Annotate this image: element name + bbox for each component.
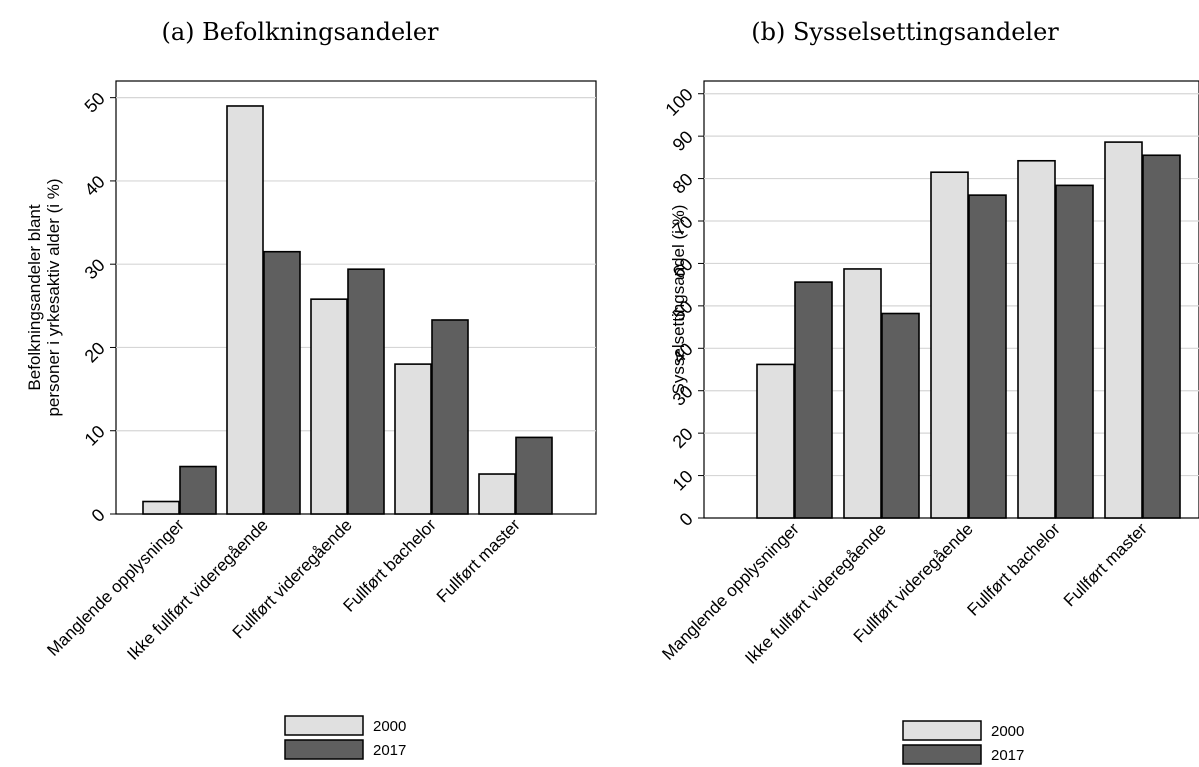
legend-swatch-2017 [902, 744, 982, 765]
y-tick-label: 100 [661, 84, 696, 119]
bar-2017-0 [794, 281, 833, 519]
x-category-label: Fullført bachelor [340, 515, 441, 616]
chart-title-a: (a) Befolkningsandeler [161, 18, 439, 46]
bar-2000-1 [843, 268, 882, 519]
y-axis-label: Sysselsettingsandel (i %) [669, 205, 688, 395]
y-tick-label: 10 [81, 421, 109, 449]
legend-label-2000: 2000 [373, 718, 406, 735]
legend-label-2017: 2017 [991, 747, 1024, 764]
bar-2000-4 [478, 473, 516, 515]
y-tick-label: 90 [669, 127, 697, 155]
legend-label-2017: 2017 [373, 742, 406, 759]
x-category-label: Ikke fullført videregående [741, 519, 889, 667]
y-axis-label: Befolkningsandeler blant [25, 204, 44, 390]
y-tick-label: 10 [669, 466, 697, 494]
x-category-label: Ikke fullført videregående [123, 515, 271, 663]
panel-b: (b) Sysselsettingsandeler 01020304050607… [658, 18, 1199, 765]
bar-2000-3 [394, 363, 432, 515]
bar-2000-2 [310, 298, 348, 515]
y-tick-label: 20 [81, 338, 109, 366]
legend-swatch-2017 [284, 739, 364, 760]
bar-2017-4 [515, 436, 553, 515]
bar-2000-1 [226, 105, 264, 515]
bar-2017-4 [1142, 154, 1181, 519]
bar-2000-3 [1017, 159, 1056, 519]
bar-2017-3 [431, 319, 469, 515]
bar-2017-2 [347, 268, 385, 515]
bar-2017-1 [263, 250, 301, 515]
bar-2017-0 [179, 465, 217, 515]
y-tick-label: 30 [81, 255, 109, 283]
legend-label-2000: 2000 [991, 723, 1024, 740]
bar-2017-2 [968, 194, 1007, 519]
x-category-label: Manglende opplysninger [43, 515, 188, 660]
bar-2000-0 [142, 500, 180, 515]
x-category-label: Fullført bachelor [964, 519, 1065, 620]
bar-2017-3 [1055, 184, 1094, 519]
x-category-label: Manglende opplysninger [658, 519, 803, 664]
y-axis-label: personer i yrkesaktiv alder (i %) [44, 178, 63, 416]
y-tick-label: 80 [669, 169, 697, 197]
panel-a: (a) Befolkningsandeler 0 10 20 30 40 50 Befolk… [25, 18, 597, 760]
chart-title-b: (b) Sysselsettingsandeler [751, 18, 1059, 46]
bar-2017-1 [881, 312, 920, 519]
y-tick-label: 0 [676, 509, 697, 530]
y-tick-label: 50 [81, 88, 109, 116]
x-category-label: Fullført master [1060, 519, 1151, 610]
bar-2000-4 [1104, 141, 1143, 519]
legend-swatch-2000 [902, 720, 982, 741]
y-tick-label: 20 [669, 424, 697, 452]
bar-2000-0 [756, 363, 795, 519]
bar-2000-2 [930, 171, 969, 519]
y-tick-label: 0 [88, 505, 109, 526]
legend-swatch-2000 [284, 715, 364, 736]
x-category-label: Fullført master [433, 515, 524, 606]
y-tick-label: 40 [81, 172, 109, 200]
